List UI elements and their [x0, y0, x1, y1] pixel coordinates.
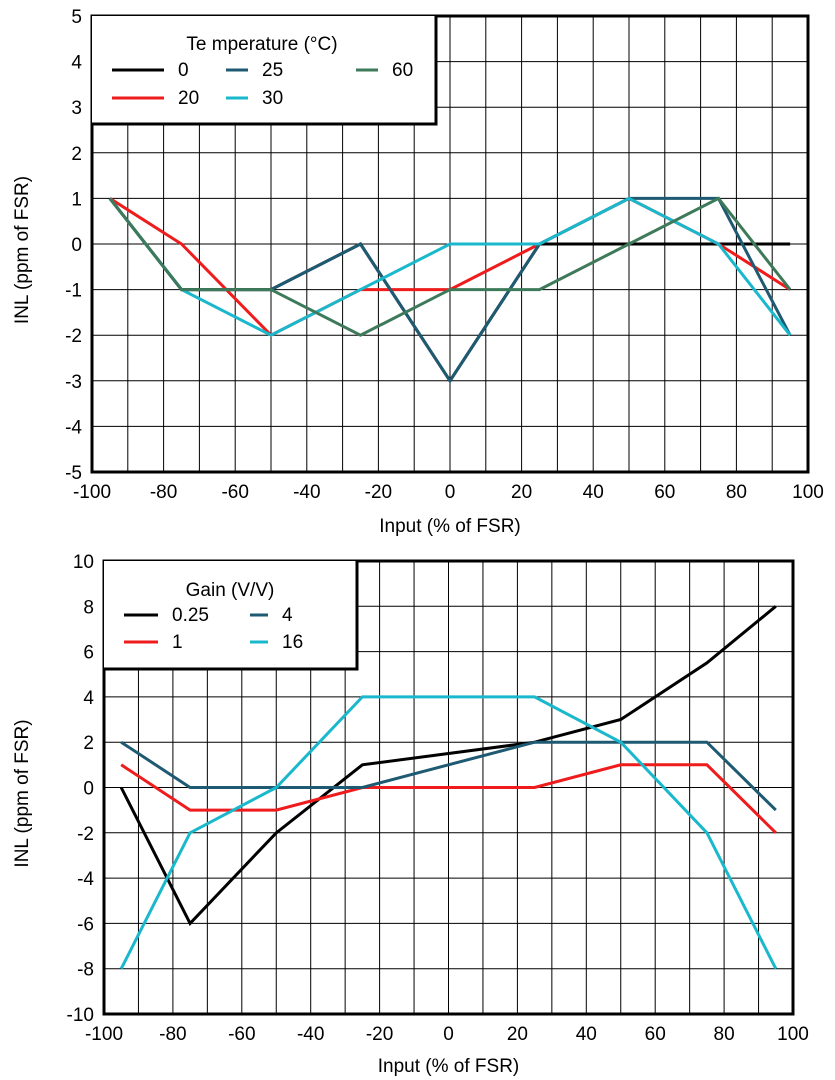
plot-frame — [90, 14, 810, 474]
x-tick-label: 40 — [576, 1024, 597, 1045]
legend-label-4: 4 — [282, 605, 293, 626]
y-axis-label: INL (ppm of FSR) — [12, 176, 33, 324]
x-tick-label: -40 — [293, 482, 320, 503]
y-tick-label: 3 — [71, 98, 82, 119]
y-tick-label: -4 — [65, 417, 82, 438]
y-tick-label: -4 — [77, 869, 94, 890]
y-axis-label: INL (ppm of FSR) — [12, 719, 33, 867]
y-tick-label: -2 — [65, 326, 82, 347]
x-tick-label: -40 — [297, 1024, 324, 1045]
x-tick-label: 100 — [777, 1024, 809, 1045]
y-tick-label: -1 — [65, 281, 82, 302]
legend-label-30: 30 — [262, 88, 283, 109]
legend-title: Te mperature (°C) — [186, 34, 337, 55]
legend-label-0-25: 0.25 — [172, 605, 209, 626]
legend-label-20: 20 — [178, 88, 199, 109]
series-line-60 — [108, 196, 792, 337]
y-tick-label: -2 — [77, 824, 94, 845]
x-tick-label: -20 — [366, 1024, 393, 1045]
y-tick-label: 4 — [83, 688, 94, 709]
x-tick-label: 20 — [507, 1024, 528, 1045]
legend-border — [92, 16, 438, 126]
x-tick-label: 80 — [726, 482, 747, 503]
legend-label-25: 25 — [262, 60, 283, 81]
x-tick-label: -60 — [221, 482, 248, 503]
x-tick-label: 60 — [645, 1024, 666, 1045]
legend: Te mperature (°C) 0 25 60 20 30 — [92, 16, 438, 126]
series-line-30 — [108, 196, 792, 337]
x-axis-label: Input (% of FSR) — [378, 1056, 520, 1077]
y-tick-label: 2 — [83, 733, 94, 754]
y-tick-label: 0 — [83, 779, 94, 800]
x-tick-label: 20 — [511, 482, 532, 503]
y-tick-label: -10 — [67, 1005, 94, 1026]
x-axis-label: Input (% of FSR) — [379, 516, 521, 537]
gain-inl-chart: -100 -80 -60 -40 -20 0 20 40 60 80 100-10-8-6-4-20… — [12, 552, 809, 1077]
x-tick-label: -80 — [159, 1024, 186, 1045]
y-tick-label: 5 — [71, 7, 82, 28]
x-tick-label: 80 — [714, 1024, 735, 1045]
series-line-0-25 — [119, 605, 777, 926]
y-tick-label: -5 — [65, 463, 82, 484]
temperature-inl-chart: -100 -80 -60 -40 -20 0 20 40 60 80 100-5-4-3-2-101… — [12, 7, 824, 537]
series-line-1 — [120, 763, 777, 834]
y-tick-label: 8 — [83, 597, 94, 618]
y-tick-label: -8 — [77, 960, 94, 981]
legend-label-60: 60 — [392, 60, 413, 81]
x-tick-label: 0 — [443, 1024, 454, 1045]
x-tick-label: -60 — [228, 1024, 255, 1045]
x-tick-label: 100 — [792, 482, 824, 503]
x-tick-label: -100 — [73, 482, 111, 503]
legend-label-0: 0 — [178, 60, 189, 81]
y-tick-label: -6 — [77, 914, 94, 935]
y-tick-label: 0 — [71, 235, 82, 256]
y-tick-label: 10 — [73, 552, 94, 573]
x-tick-label: 60 — [654, 482, 675, 503]
x-tick-label: 40 — [583, 482, 604, 503]
plot-frame — [102, 559, 795, 1016]
series-line-16 — [119, 695, 778, 970]
legend-label-1: 1 — [172, 632, 183, 653]
y-tick-label: 2 — [71, 144, 82, 165]
legend-label-16: 16 — [282, 632, 303, 653]
x-tick-label: 0 — [445, 482, 456, 503]
y-tick-label: -3 — [65, 372, 82, 393]
y-tick-label: 6 — [83, 643, 94, 664]
legend: Gain (V/V) 0.25 4 1 16 — [104, 561, 359, 671]
x-tick-label: -100 — [85, 1024, 123, 1045]
legend-title: Gain (V/V) — [186, 580, 275, 601]
series-line-4 — [120, 740, 777, 812]
x-tick-label: -20 — [365, 482, 392, 503]
x-tick-label: -80 — [150, 482, 177, 503]
y-tick-label: 1 — [71, 189, 82, 210]
legend-border — [104, 561, 359, 671]
y-tick-label: 4 — [71, 53, 82, 74]
